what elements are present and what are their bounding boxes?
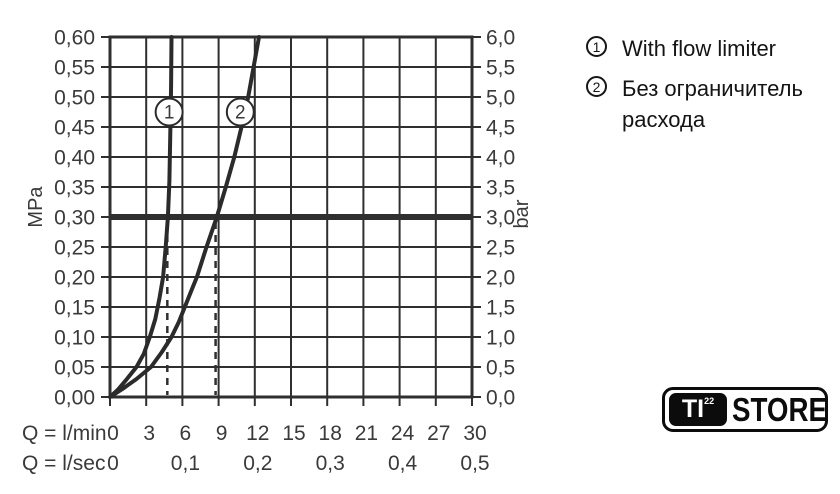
- x-axis-name-lmin: Q = l/min: [22, 422, 107, 445]
- x-lmin-tick-label: 15: [282, 422, 305, 445]
- curve-1: [108, 35, 174, 399]
- y-right-tick-label: 4,0: [486, 147, 515, 170]
- ti-logo-text: TI: [681, 395, 705, 423]
- x-lmin-tick-label: 21: [355, 422, 378, 445]
- chart-legend: 1 With flow limiter 2 Без ограничитель р…: [586, 33, 826, 144]
- legend-number-1-icon: 1: [586, 36, 607, 57]
- x-lmin-tick-label: 0: [107, 422, 119, 445]
- legend-item-1: 1 With flow limiter: [586, 33, 826, 64]
- legend-label-1: With flow limiter: [622, 36, 777, 61]
- store-logo-text: STORE: [732, 390, 827, 428]
- x-axis-name-lsec: Q = l/sec: [22, 452, 105, 475]
- legend-label-2: Без ограничитель расхода: [622, 76, 803, 132]
- x-lsec-tick-label: 0,1: [171, 452, 200, 475]
- y-left-tick-label: 0,15: [54, 297, 95, 320]
- y-left-axis-name: MPa: [25, 186, 47, 228]
- ti-store-logo: TI 22 STORE: [662, 387, 828, 432]
- x-lsec-tick-label: 0,2: [243, 452, 272, 475]
- x-lmin-tick-label: 27: [427, 422, 450, 445]
- y-left-tick-label: 0,60: [54, 27, 95, 50]
- pressure-flow-chart: 1 20,600,550,500,450,400,350,300,250,200,…: [22, 27, 533, 476]
- curve-marker-circle-2: [225, 97, 255, 127]
- x-lmin-tick-label: 3: [143, 422, 155, 445]
- y-left-tick-label: 0,35: [54, 177, 95, 200]
- y-right-tick-label: 3,5: [486, 177, 515, 200]
- legend-number-2-icon: 2: [586, 76, 607, 97]
- y-right-tick-label: 0,5: [486, 357, 515, 380]
- y-right-tick-label: 0,0: [486, 387, 515, 410]
- legend-item-2: 2 Без ограничитель расхода: [586, 73, 826, 135]
- curve-marker-circle-1: [154, 97, 184, 127]
- x-lmin-tick-label: 12: [246, 422, 269, 445]
- y-left-tick-label: 0,45: [54, 117, 95, 140]
- x-lsec-tick-label: 0,3: [316, 452, 345, 475]
- y-right-tick-label: 2,5: [486, 237, 515, 260]
- x-lmin-tick-label: 18: [319, 422, 342, 445]
- y-left-tick-label: 0,00: [54, 387, 95, 410]
- y-left-tick-label: 0,20: [54, 267, 95, 290]
- y-left-tick-label: 0,30: [54, 207, 95, 230]
- x-lsec-tick-label: 0: [107, 452, 119, 475]
- y-right-tick-label: 2,0: [486, 267, 515, 290]
- x-lmin-tick-label: 9: [216, 422, 228, 445]
- y-left-tick-label: 0,10: [54, 327, 95, 350]
- y-right-axis-name: bar: [511, 199, 533, 228]
- curve-marker-number-2: 2: [235, 103, 246, 124]
- y-right-tick-label: 1,0: [486, 327, 515, 350]
- y-left-tick-label: 0,25: [54, 237, 95, 260]
- y-left-tick-label: 0,50: [54, 87, 95, 110]
- y-left-tick-label: 0,05: [54, 357, 95, 380]
- ti-logo-badge: TI 22: [669, 393, 727, 426]
- x-lmin-tick-label: 30: [463, 422, 486, 445]
- y-right-tick-label: 1,5: [486, 297, 515, 320]
- y-left-tick-label: 0,55: [54, 57, 95, 80]
- x-lsec-tick-label: 0,4: [388, 452, 418, 475]
- y-right-tick-label: 3,0: [486, 207, 515, 230]
- x-lsec-tick-label: 0,5: [460, 452, 489, 475]
- y-right-tick-label: 4,5: [486, 117, 515, 140]
- y-right-tick-label: 5,5: [486, 57, 515, 80]
- ti-logo-superscript: 22: [704, 396, 715, 406]
- y-right-tick-label: 5,0: [486, 87, 515, 110]
- curve-marker-number-1: 1: [164, 103, 175, 124]
- x-lmin-tick-label: 24: [391, 422, 415, 445]
- y-left-tick-label: 0,40: [54, 147, 95, 170]
- y-right-tick-label: 6,0: [486, 27, 515, 50]
- x-lmin-tick-label: 6: [180, 422, 192, 445]
